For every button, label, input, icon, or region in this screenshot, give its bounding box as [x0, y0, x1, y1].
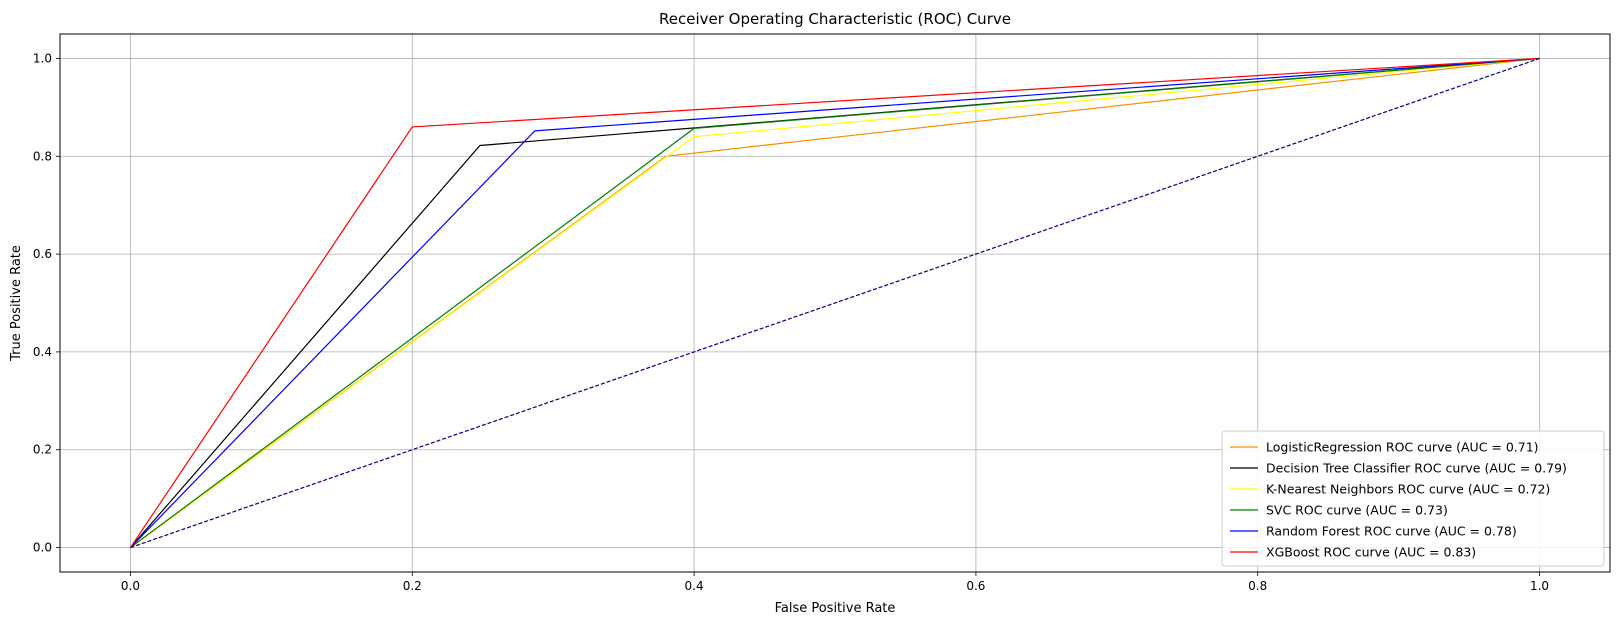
legend-label: XGBoost ROC curve (AUC = 0.83) — [1266, 545, 1476, 560]
tick-layer: 0.0 0.2 0.4 0.6 0.8 1.0 0.0 0.2 0.4 0.6 0.8 1.0 — [33, 51, 1549, 593]
legend-label: Random Forest ROC curve (AUC = 0.78) — [1266, 524, 1517, 539]
legend-label: Decision Tree Classifier ROC curve (AUC … — [1266, 461, 1567, 476]
x-tick-label: 0.8 — [1248, 579, 1267, 593]
y-tick-label: 0.6 — [33, 247, 52, 261]
y-tick-label: 0.4 — [33, 345, 52, 359]
y-tick-label: 0.2 — [33, 443, 52, 457]
x-tick-label: 0.6 — [966, 579, 985, 593]
roc-series-line — [130, 57, 1540, 548]
x-tick-label: 0.0 — [121, 579, 140, 593]
plot-frame — [59, 33, 1611, 573]
y-axis-title: True Positive Rate — [9, 245, 24, 362]
roc-series-line — [129, 57, 1540, 548]
y-tick-label: 0.0 — [33, 541, 52, 555]
x-tick-label: 1.0 — [1530, 579, 1549, 593]
series-layer — [129, 57, 1540, 549]
legend-label: K-Nearest Neighbors ROC curve (AUC = 0.7… — [1266, 482, 1550, 497]
roc-series-line — [130, 57, 1540, 549]
chance-reference-line — [130, 57, 1540, 549]
legend: LogisticRegression ROC curve (AUC = 0.71… — [1221, 430, 1605, 567]
x-axis-title: False Positive Rate — [775, 601, 896, 616]
y-tick-label: 0.8 — [33, 149, 52, 163]
legend-label: SVC ROC curve (AUC = 0.73) — [1266, 503, 1448, 518]
legend-label: LogisticRegression ROC curve (AUC = 0.71… — [1266, 440, 1539, 455]
chart-title: Receiver Operating Characteristic (ROC) … — [659, 10, 1011, 28]
x-tick-label: 0.4 — [685, 579, 704, 593]
roc-series-line — [130, 57, 1540, 549]
grid-layer — [60, 34, 1610, 572]
x-tick-label: 0.2 — [403, 579, 422, 593]
legend-box — [1221, 430, 1605, 567]
y-tick-label: 1.0 — [33, 51, 52, 65]
